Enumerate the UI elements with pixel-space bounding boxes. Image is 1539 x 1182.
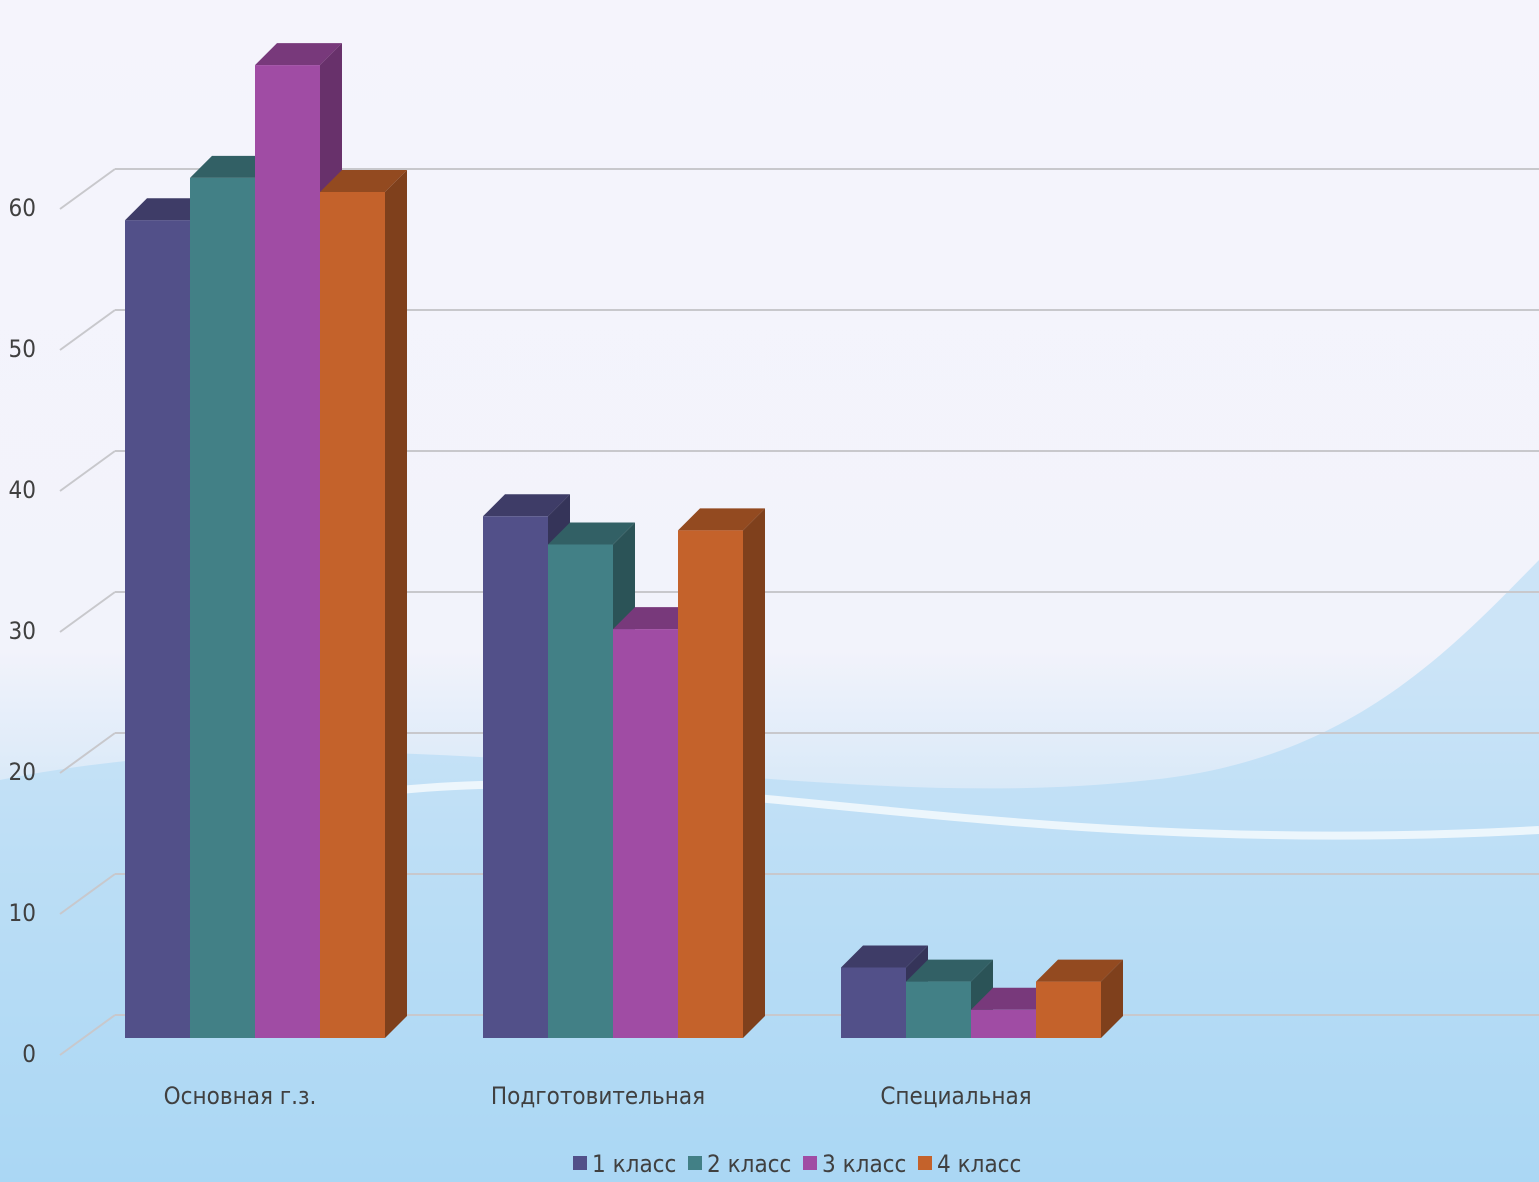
legend-swatch bbox=[803, 1156, 817, 1170]
bar bbox=[548, 544, 613, 1038]
y-tick-label: 60 bbox=[9, 194, 36, 222]
bar-top bbox=[255, 43, 342, 66]
bar bbox=[613, 629, 678, 1038]
bar bbox=[190, 177, 255, 1038]
grid-line-depth bbox=[59, 168, 116, 210]
grid-line-depth bbox=[59, 873, 116, 915]
grid-line-depth bbox=[59, 732, 116, 774]
bar bbox=[906, 981, 971, 1038]
bar-top bbox=[678, 508, 765, 531]
x-tick-label: Специальная bbox=[880, 1082, 1031, 1110]
grid-line-depth bbox=[59, 591, 116, 633]
bar-top bbox=[548, 522, 635, 545]
bar-side bbox=[1101, 959, 1123, 1038]
bar bbox=[320, 192, 385, 1038]
bar bbox=[483, 516, 548, 1038]
bar-top bbox=[320, 170, 407, 192]
legend-label: 1 класс bbox=[592, 1150, 676, 1178]
legend-swatch bbox=[688, 1156, 702, 1170]
legend-swatch bbox=[918, 1156, 932, 1170]
bar bbox=[971, 1009, 1036, 1038]
bar-top bbox=[841, 945, 928, 968]
bar-top bbox=[1036, 959, 1123, 982]
legend-label: 2 класс bbox=[707, 1150, 791, 1178]
bar-top bbox=[906, 959, 993, 982]
x-tick-label: Подготовительная bbox=[491, 1082, 705, 1110]
legend-swatch bbox=[573, 1156, 587, 1170]
y-tick-label: 0 bbox=[22, 1040, 36, 1068]
y-tick-label: 10 bbox=[9, 899, 36, 927]
bar bbox=[125, 220, 190, 1038]
legend-label: 4 класс bbox=[937, 1150, 1021, 1178]
y-tick-label: 20 bbox=[9, 758, 36, 786]
grid-line-depth bbox=[59, 450, 116, 492]
legend-label: 3 класс bbox=[822, 1150, 906, 1178]
bar bbox=[678, 530, 743, 1038]
grid-line-depth bbox=[59, 309, 116, 351]
bar-side bbox=[743, 508, 765, 1038]
bar-side bbox=[385, 170, 407, 1038]
bar bbox=[1036, 981, 1101, 1038]
y-tick-label: 50 bbox=[9, 335, 36, 363]
y-tick-label: 40 bbox=[9, 476, 36, 504]
grid-line-depth bbox=[59, 1014, 116, 1056]
bar bbox=[841, 967, 906, 1038]
x-tick-label: Основная г.з. bbox=[164, 1082, 317, 1110]
bar bbox=[255, 65, 320, 1039]
y-tick-label: 30 bbox=[9, 617, 36, 645]
bar-top bbox=[483, 494, 570, 517]
